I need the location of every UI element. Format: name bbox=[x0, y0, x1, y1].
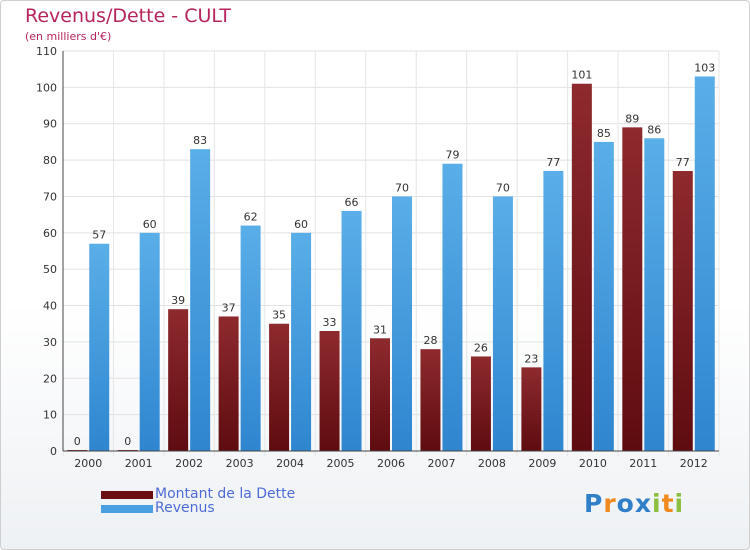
bar-debt bbox=[269, 323, 290, 451]
data-label-debt: 77 bbox=[676, 156, 690, 169]
data-label-debt: 28 bbox=[423, 334, 437, 347]
data-label-revenue: 60 bbox=[143, 218, 157, 231]
data-label-debt: 37 bbox=[222, 301, 236, 314]
x-tick-label: 2011 bbox=[629, 457, 657, 470]
data-label-revenue: 70 bbox=[496, 181, 510, 194]
bar-revenue bbox=[543, 171, 564, 451]
bar-revenue bbox=[644, 138, 665, 452]
y-tick-label: 0 bbox=[50, 445, 57, 458]
x-tick-label: 2003 bbox=[226, 457, 254, 470]
bar-revenue bbox=[291, 232, 312, 451]
data-label-revenue: 83 bbox=[193, 134, 207, 147]
bar-debt bbox=[672, 171, 693, 451]
legend-swatch-revenue bbox=[101, 505, 153, 513]
y-tick-label: 20 bbox=[43, 372, 57, 385]
data-label-debt: 39 bbox=[171, 294, 185, 307]
data-label-revenue: 79 bbox=[445, 149, 459, 162]
data-label-revenue: 66 bbox=[345, 196, 359, 209]
y-tick-label: 110 bbox=[36, 45, 57, 58]
legend-swatch-debt bbox=[101, 491, 153, 499]
x-tick-label: 2012 bbox=[680, 457, 708, 470]
y-tick-label: 90 bbox=[43, 118, 57, 131]
data-label-debt: 26 bbox=[474, 341, 488, 354]
y-tick-label: 30 bbox=[43, 336, 57, 349]
logo-letter: t bbox=[661, 489, 675, 518]
bar-debt bbox=[218, 316, 239, 451]
data-label-debt: 89 bbox=[625, 112, 639, 125]
y-tick-label: 80 bbox=[43, 154, 57, 167]
data-label-revenue: 57 bbox=[92, 229, 106, 242]
bar-revenue bbox=[442, 163, 463, 451]
bar-debt bbox=[470, 356, 491, 451]
bar-debt bbox=[370, 338, 390, 451]
data-label-revenue: 60 bbox=[294, 218, 308, 231]
data-label-debt: 33 bbox=[323, 316, 337, 329]
bar-revenue bbox=[593, 141, 614, 451]
y-tick-label: 50 bbox=[43, 263, 57, 276]
x-tick-label: 2001 bbox=[125, 457, 153, 470]
y-tick-label: 70 bbox=[43, 190, 57, 203]
bar-debt bbox=[319, 331, 340, 451]
x-tick-label: 2009 bbox=[528, 457, 556, 470]
data-label-debt: 0 bbox=[124, 435, 131, 448]
data-label-revenue: 70 bbox=[395, 181, 409, 194]
proxiti-logo: Proxiti bbox=[584, 489, 684, 518]
logo-letter: i bbox=[652, 489, 662, 518]
bar-revenue bbox=[492, 196, 513, 451]
x-tick-label: 2006 bbox=[377, 457, 405, 470]
bar-debt bbox=[622, 127, 643, 451]
legend-label-revenue: Revenus bbox=[155, 500, 215, 516]
y-tick-label: 60 bbox=[43, 227, 57, 240]
logo-letter: o bbox=[616, 489, 635, 518]
legend-label-debt: Montant de la Dette bbox=[155, 486, 296, 502]
y-tick-label: 100 bbox=[36, 81, 57, 94]
bar-revenue bbox=[89, 243, 110, 451]
y-tick-label: 10 bbox=[43, 409, 57, 422]
x-tick-label: 2000 bbox=[74, 457, 102, 470]
x-tick-label: 2005 bbox=[327, 457, 355, 470]
data-label-debt: 23 bbox=[524, 352, 538, 365]
x-tick-label: 2002 bbox=[175, 457, 203, 470]
data-label-revenue: 62 bbox=[244, 211, 258, 224]
bar-revenue bbox=[341, 211, 362, 451]
data-label-revenue: 103 bbox=[694, 61, 715, 74]
chart-title: Revenus/Dette - CULT bbox=[25, 5, 231, 27]
data-label-revenue: 86 bbox=[647, 123, 661, 136]
data-label-debt: 0 bbox=[74, 435, 81, 448]
logo-letter: r bbox=[603, 489, 617, 518]
bar-debt bbox=[168, 309, 189, 451]
bar-debt bbox=[420, 349, 441, 451]
logo-letter: P bbox=[584, 489, 604, 518]
y-tick-label: 40 bbox=[43, 300, 57, 313]
data-label-debt: 35 bbox=[272, 309, 286, 322]
chart-subtitle: (en milliers d'€) bbox=[25, 30, 112, 43]
data-label-debt: 101 bbox=[571, 69, 592, 82]
bar-revenue bbox=[190, 149, 211, 451]
data-label-revenue: 77 bbox=[546, 156, 560, 169]
bar-revenue bbox=[694, 76, 715, 452]
logo-letter: i bbox=[674, 489, 685, 518]
bar-debt bbox=[571, 83, 592, 452]
bar-revenue bbox=[139, 232, 160, 451]
bar-revenue bbox=[392, 196, 412, 451]
bar-revenue bbox=[240, 225, 261, 451]
data-label-debt: 31 bbox=[373, 323, 387, 336]
bar-debt bbox=[521, 367, 542, 451]
logo-letter: x bbox=[634, 489, 652, 518]
x-tick-label: 2004 bbox=[276, 457, 304, 470]
data-label-revenue: 85 bbox=[597, 127, 611, 140]
x-tick-label: 2008 bbox=[478, 457, 506, 470]
x-tick-label: 2010 bbox=[579, 457, 607, 470]
x-tick-label: 2007 bbox=[427, 457, 455, 470]
